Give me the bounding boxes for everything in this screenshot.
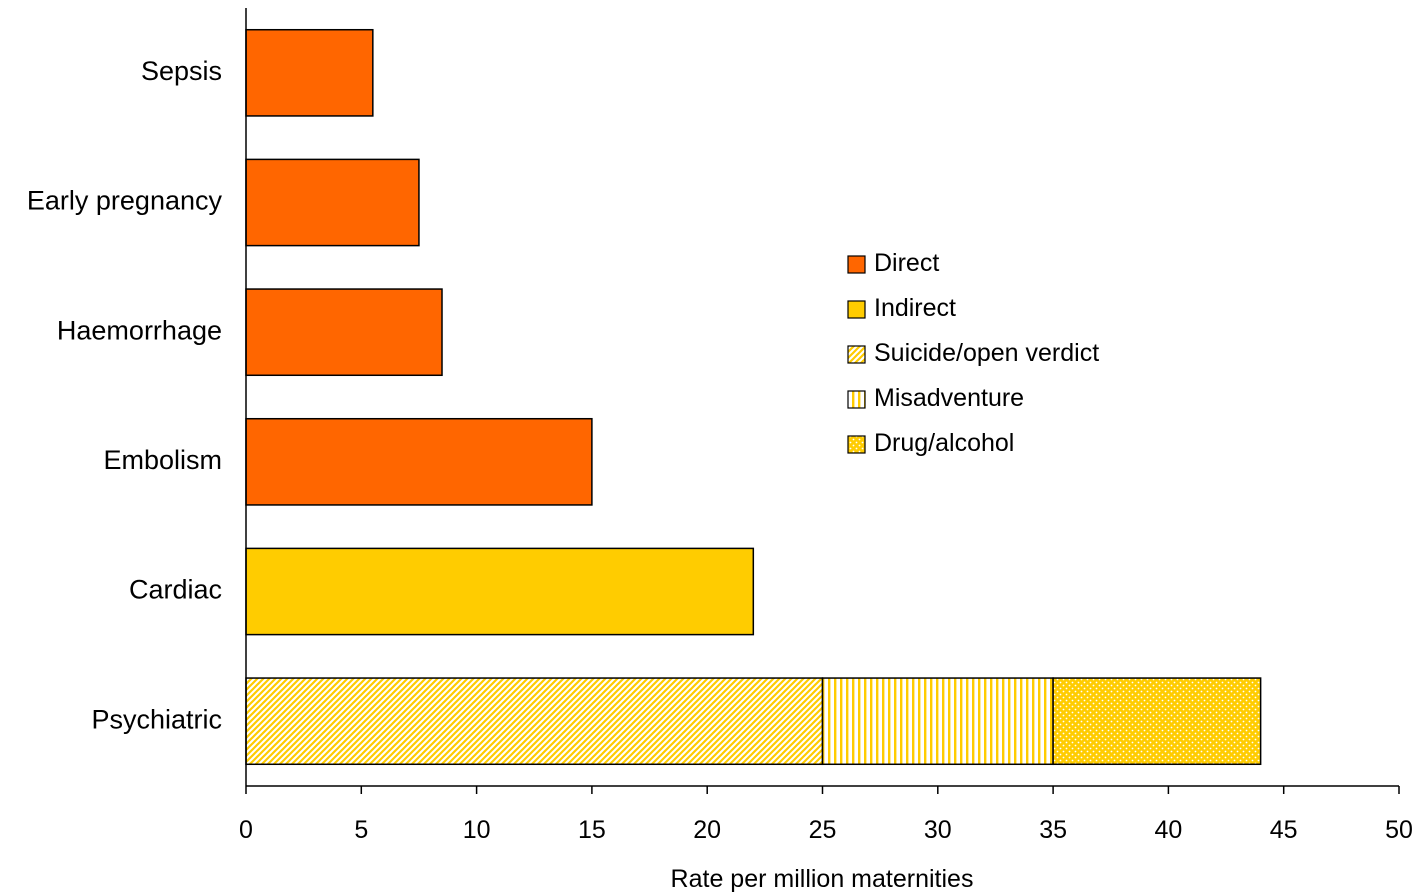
legend-swatch-suicide-open-verdict	[847, 345, 866, 364]
bar-haemorrhage-direct	[245, 288, 443, 377]
category-label-haemorrhage: Haemorrhage	[57, 315, 222, 345]
legend-label-misadventure: Misadventure	[874, 384, 1024, 412]
x-tick-label-30: 30	[924, 816, 952, 844]
x-tick-label-15: 15	[578, 816, 606, 844]
category-label-cardiac: Cardiac	[129, 575, 222, 605]
legend-swatch-direct	[847, 255, 866, 274]
x-tick-label-0: 0	[239, 816, 253, 844]
x-tick-label-35: 35	[1039, 816, 1067, 844]
legend-label-indirect: Indirect	[874, 294, 956, 322]
x-axis-title: Rate per million maternities	[671, 865, 974, 893]
x-tick-label-20: 20	[693, 816, 721, 844]
legend-label-direct: Direct	[874, 249, 939, 277]
bar-embolism-direct	[245, 417, 593, 506]
x-tick-label-45: 45	[1270, 816, 1298, 844]
bar-psychiatric-drug-alcohol	[1052, 677, 1262, 766]
legend-swatch-misadventure	[847, 390, 866, 409]
bar-early-pregnancy-direct	[245, 158, 420, 247]
x-tick-label-40: 40	[1154, 816, 1182, 844]
bar-psychiatric-misadventure	[821, 677, 1054, 766]
category-label-embolism: Embolism	[103, 445, 222, 475]
category-label-early-pregnancy: Early pregnancy	[27, 186, 223, 216]
legend-swatch-indirect	[847, 300, 866, 319]
legend-label-suicide-open-verdict: Suicide/open verdict	[874, 339, 1099, 367]
category-labels: Sepsis Early pregnancy Haemorrhage Embolism…	[27, 56, 223, 734]
category-label-psychiatric: Psychiatric	[91, 704, 222, 734]
bar-psychiatric-suicide-open-verdict	[245, 677, 824, 766]
x-tick-label-25: 25	[809, 816, 837, 844]
x-tick-label-10: 10	[463, 816, 491, 844]
category-label-sepsis: Sepsis	[141, 56, 222, 86]
x-tick-label-50: 50	[1385, 816, 1413, 844]
bars	[245, 28, 1262, 766]
legend-swatch-drug-alcohol	[847, 435, 866, 454]
x-ticks: 0 5 10 15 20 25 30 35 40 45 50	[239, 786, 1413, 844]
legend-label-drug-alcohol: Drug/alcohol	[874, 429, 1014, 457]
axes	[245, 8, 1399, 787]
bar-cardiac-indirect	[245, 547, 755, 636]
x-tick-label-5: 5	[354, 816, 368, 844]
bar-sepsis-direct	[245, 28, 374, 117]
legend: Direct Indirect Suicide/open verdict Misadv…	[847, 249, 1099, 457]
